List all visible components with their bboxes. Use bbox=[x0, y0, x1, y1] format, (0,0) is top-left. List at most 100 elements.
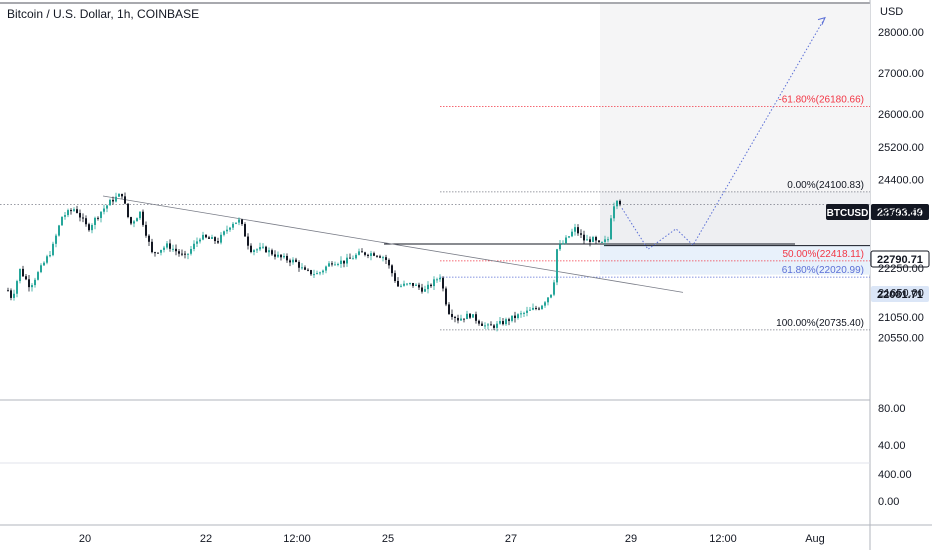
candle-body bbox=[229, 227, 231, 230]
candle-body bbox=[469, 313, 471, 318]
candle-body bbox=[214, 237, 216, 242]
candle-body bbox=[280, 254, 282, 258]
candle-body bbox=[325, 266, 327, 271]
candle-body bbox=[418, 284, 420, 288]
candle-body bbox=[34, 279, 36, 286]
candle-body bbox=[451, 313, 453, 317]
candle-body bbox=[583, 234, 585, 241]
candle-body bbox=[436, 279, 438, 281]
chart-title: Bitcoin / U.S. Dollar, 1h, COINBASE bbox=[7, 7, 200, 21]
time-tick-label: 22 bbox=[200, 533, 212, 545]
candle-body bbox=[520, 313, 522, 315]
candle-body bbox=[313, 274, 315, 276]
level-badge-bg bbox=[871, 286, 929, 302]
candle-body bbox=[64, 215, 66, 217]
candle-body bbox=[508, 319, 510, 321]
current-price-badge-bg bbox=[871, 204, 929, 220]
fib-level-label: 50.00%(22418.11) bbox=[782, 249, 864, 260]
candle-body bbox=[541, 305, 543, 310]
candle-body bbox=[346, 257, 348, 264]
candle-body bbox=[328, 263, 330, 267]
fib-zone-lower bbox=[600, 245, 870, 275]
candle-body bbox=[145, 224, 147, 236]
candle-body bbox=[277, 254, 279, 257]
candle-body bbox=[88, 224, 90, 231]
candle-body bbox=[526, 310, 528, 313]
candle-body bbox=[304, 267, 306, 270]
candle-body bbox=[364, 252, 366, 255]
candle-body bbox=[499, 321, 501, 324]
candle-body bbox=[562, 243, 564, 245]
candle-body bbox=[160, 249, 162, 253]
candle-body bbox=[412, 282, 414, 286]
candle-body bbox=[598, 240, 600, 243]
candle-body bbox=[247, 236, 249, 246]
candle-body bbox=[544, 302, 546, 306]
candle-body bbox=[460, 318, 462, 321]
candle-body bbox=[373, 253, 375, 256]
candle-body bbox=[529, 309, 531, 311]
candle-body bbox=[82, 217, 84, 219]
candle-body bbox=[559, 244, 561, 250]
candle-body bbox=[115, 196, 117, 202]
candle-body bbox=[40, 265, 42, 273]
candle-body bbox=[415, 284, 417, 286]
forecast-arrow-head bbox=[817, 16, 826, 25]
candle-body bbox=[550, 294, 552, 298]
candle-body bbox=[148, 235, 150, 242]
candle-body bbox=[178, 251, 180, 254]
candle-body bbox=[394, 273, 396, 281]
candle-body bbox=[121, 193, 123, 197]
candle-body bbox=[484, 325, 486, 327]
candle-body bbox=[475, 314, 477, 321]
candle-body bbox=[136, 218, 138, 222]
price-tick-label: 22250.00 bbox=[878, 263, 924, 275]
fib-level-label: 0.00%(24100.83) bbox=[787, 180, 864, 191]
candle-body bbox=[370, 253, 372, 256]
candle-body bbox=[454, 316, 456, 318]
candle-body bbox=[349, 257, 351, 259]
candle-body bbox=[589, 239, 591, 242]
candle-body bbox=[457, 317, 459, 321]
price-tick-label: 27000.00 bbox=[878, 68, 924, 80]
candle-body bbox=[361, 251, 363, 253]
current-price-badge-symbol-bg bbox=[826, 204, 869, 220]
candle-body bbox=[202, 234, 204, 240]
candle-body bbox=[223, 231, 225, 235]
candle-body bbox=[352, 258, 354, 260]
candle-body bbox=[307, 269, 309, 271]
price-tick-label: 26000.00 bbox=[878, 109, 924, 121]
candle-body bbox=[163, 247, 165, 250]
candle-body bbox=[442, 277, 444, 289]
fib-zone-upper bbox=[600, 191, 870, 246]
price-tick-label: 28000.00 bbox=[878, 27, 924, 39]
fib-level-label: 61.80%(22020.99) bbox=[782, 265, 864, 276]
candle-body bbox=[586, 239, 588, 241]
candle-body bbox=[490, 324, 492, 326]
candle-body bbox=[271, 250, 273, 255]
candle-body bbox=[226, 229, 228, 232]
candle-body bbox=[535, 307, 537, 309]
candle-body bbox=[298, 261, 300, 268]
candle-body bbox=[58, 225, 60, 236]
time-tick-label: 20 bbox=[79, 533, 91, 545]
candle-body bbox=[487, 324, 489, 326]
candle-body bbox=[205, 234, 207, 238]
candle-body bbox=[343, 260, 345, 264]
candle-body bbox=[595, 237, 597, 241]
candle-body bbox=[139, 211, 141, 219]
candle-body bbox=[106, 205, 108, 209]
indicator-tick-label: 400.00 bbox=[878, 469, 912, 481]
candle-body bbox=[61, 216, 63, 226]
candle-body bbox=[592, 237, 594, 242]
candle-body bbox=[505, 319, 507, 325]
candle-body bbox=[37, 272, 39, 280]
candle-body bbox=[22, 268, 24, 277]
candle-body bbox=[256, 249, 258, 251]
candle-body bbox=[253, 250, 255, 253]
candle-body bbox=[67, 210, 69, 216]
candle-body bbox=[547, 297, 549, 303]
candle-body bbox=[79, 212, 81, 218]
candle-body bbox=[73, 209, 75, 211]
